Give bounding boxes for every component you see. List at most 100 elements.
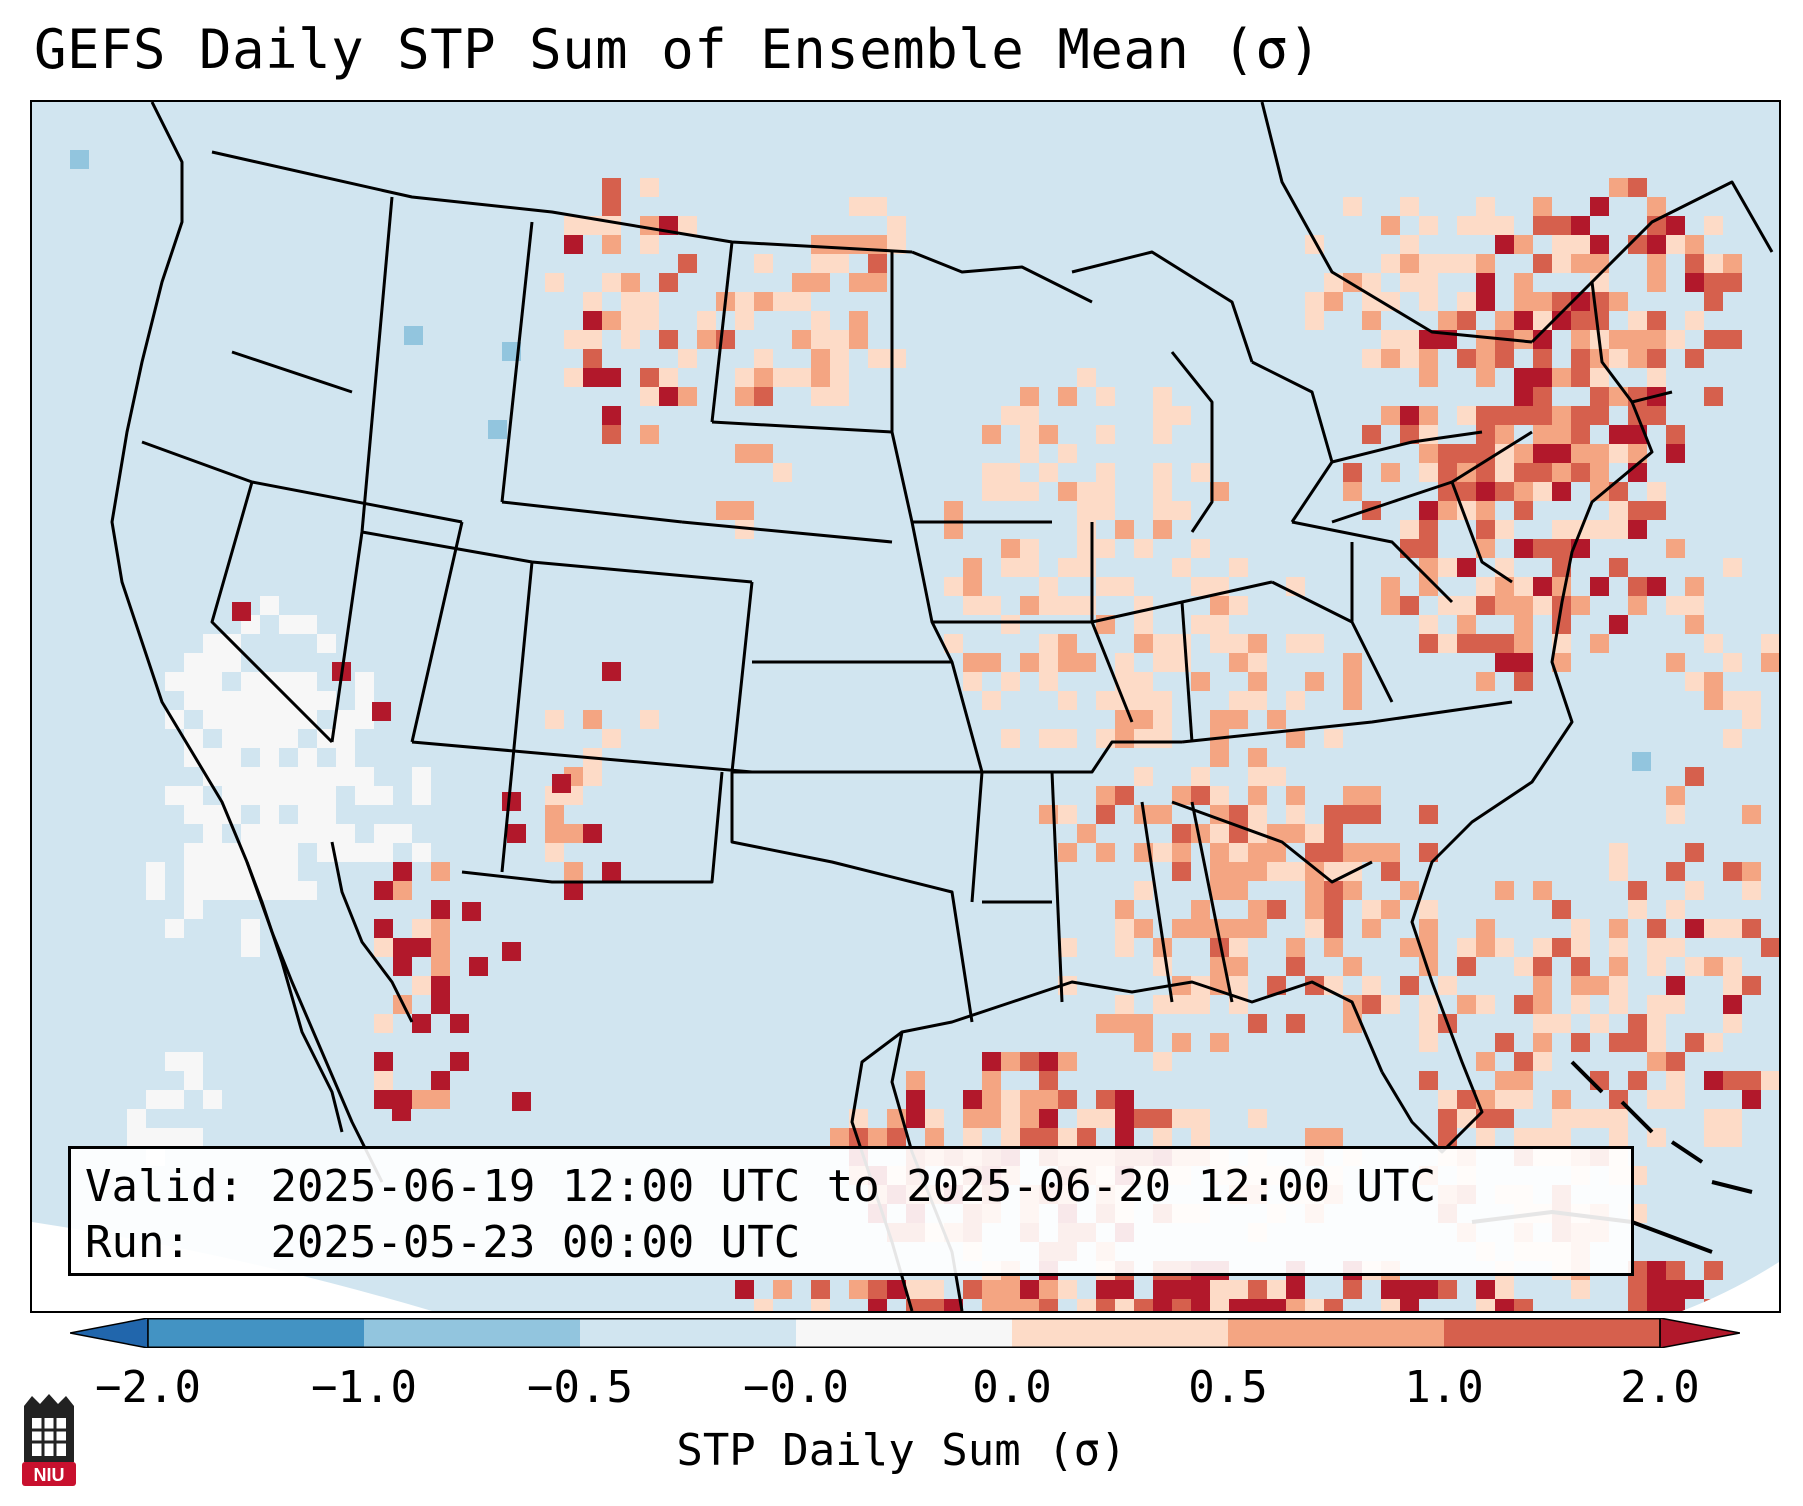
stp-cell (963, 1090, 982, 1109)
stp-cell (1457, 444, 1476, 463)
stp-cell (412, 767, 431, 786)
stp-cell (260, 691, 279, 710)
stp-cell (1381, 577, 1400, 596)
stp-cell (336, 748, 355, 767)
stp-cell (564, 216, 583, 235)
stp-cell (1324, 824, 1343, 843)
stp-cell (1058, 558, 1077, 577)
stp-cell (754, 349, 773, 368)
stp-cell (1685, 596, 1704, 615)
stp-cell (317, 805, 336, 824)
stp-cell (773, 463, 792, 482)
stp-cell (1533, 197, 1552, 216)
stp-cell (1343, 1014, 1362, 1033)
stp-cell (1210, 862, 1229, 881)
stp-cell (982, 653, 1001, 672)
stp-cell (1020, 558, 1039, 577)
stp-cell (1723, 273, 1742, 292)
stp-cell (1153, 482, 1172, 501)
stp-cell (697, 330, 716, 349)
stp-cell (431, 938, 450, 957)
stp-cell (1533, 387, 1552, 406)
stp-cell (1647, 254, 1666, 273)
stp-cell (1514, 539, 1533, 558)
stp-cell (1419, 919, 1438, 938)
stp-cell (1704, 387, 1723, 406)
stp-cell (1476, 273, 1495, 292)
stp-cell (1210, 843, 1229, 862)
stp-cell (165, 672, 184, 691)
stp-cell (1153, 995, 1172, 1014)
stp-cell (507, 824, 526, 843)
stp-cell (1609, 976, 1628, 995)
stp-cell (1438, 463, 1457, 482)
stp-cell (1514, 311, 1533, 330)
stp-cell (392, 1102, 411, 1121)
stp-cell (355, 710, 374, 729)
stp-cell (355, 672, 374, 691)
stp-cell (925, 1299, 944, 1311)
stp-cell (1666, 1261, 1685, 1280)
stp-cell (1267, 767, 1286, 786)
stp-cell (1191, 577, 1210, 596)
stp-cell (1096, 1280, 1115, 1299)
stp-cell (1628, 596, 1647, 615)
stp-cell (1400, 349, 1419, 368)
stp-cell (1324, 881, 1343, 900)
stp-cell (1191, 672, 1210, 691)
stp-cell (1191, 995, 1210, 1014)
stp-cell (1153, 729, 1172, 748)
stp-cell (1514, 1128, 1533, 1147)
stp-cell (1191, 615, 1210, 634)
stp-cell (1419, 805, 1438, 824)
boundary-line (231, 350, 353, 394)
stp-cell (1723, 995, 1742, 1014)
stp-cell (1286, 729, 1305, 748)
stp-cell (1096, 425, 1115, 444)
stp-cell (1077, 653, 1096, 672)
boundary-line (245, 861, 344, 1133)
stp-cell (1476, 406, 1495, 425)
stp-cell (1039, 634, 1058, 653)
stp-cell (1457, 596, 1476, 615)
stp-cell (184, 1071, 203, 1090)
stp-cell (1001, 463, 1020, 482)
stp-cell (203, 843, 222, 862)
run-time: 2025-05-23 00:00 UTC (270, 1217, 801, 1268)
boundary-line (1050, 771, 1064, 1003)
stp-cell (1704, 1033, 1723, 1052)
stp-cell (735, 501, 754, 520)
stp-cell (811, 311, 830, 330)
stp-cell (1096, 463, 1115, 482)
stp-cell (374, 938, 393, 957)
stp-cell (1343, 1280, 1362, 1299)
stp-cell (1419, 520, 1438, 539)
stp-cell (1267, 1299, 1286, 1311)
stp-cell (336, 767, 355, 786)
stp-cell (1248, 900, 1267, 919)
stp-cell (1533, 881, 1552, 900)
stp-cell (1514, 1071, 1533, 1090)
stp-cell (754, 292, 773, 311)
stp-cell (1020, 1052, 1039, 1071)
stp-cell (1476, 330, 1495, 349)
stp-cell (146, 862, 165, 881)
stp-cell (583, 292, 602, 311)
projection-edge (1682, 1262, 1779, 1311)
boundary-line (410, 521, 464, 743)
island-outline (1670, 1140, 1704, 1164)
stp-cell (1419, 843, 1438, 862)
stp-cell (1723, 1128, 1742, 1147)
stp-cell (184, 786, 203, 805)
stp-cell (279, 767, 298, 786)
stp-cell (1039, 1090, 1058, 1109)
stp-cell (1020, 406, 1039, 425)
stp-cell (1590, 235, 1609, 254)
stp-cell (1704, 292, 1723, 311)
stp-cell (583, 710, 602, 729)
stp-cell (1552, 1090, 1571, 1109)
stp-cell (146, 881, 165, 900)
stp-cell (887, 216, 906, 235)
stp-cell (1248, 1109, 1267, 1128)
stp-cell (1514, 330, 1533, 349)
